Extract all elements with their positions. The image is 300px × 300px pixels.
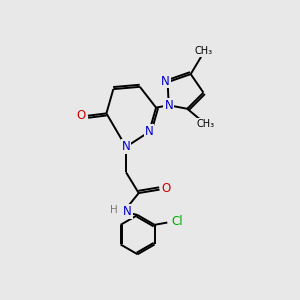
Text: N: N [123,205,132,218]
Text: O: O [77,109,86,122]
Text: N: N [164,99,173,112]
Text: N: N [145,125,154,138]
Text: O: O [162,182,171,195]
Text: CH₃: CH₃ [197,119,215,129]
Text: H: H [110,206,118,215]
Text: CH₃: CH₃ [195,46,213,56]
Text: Cl: Cl [171,215,183,228]
Text: N: N [161,74,170,88]
Text: N: N [122,140,130,153]
